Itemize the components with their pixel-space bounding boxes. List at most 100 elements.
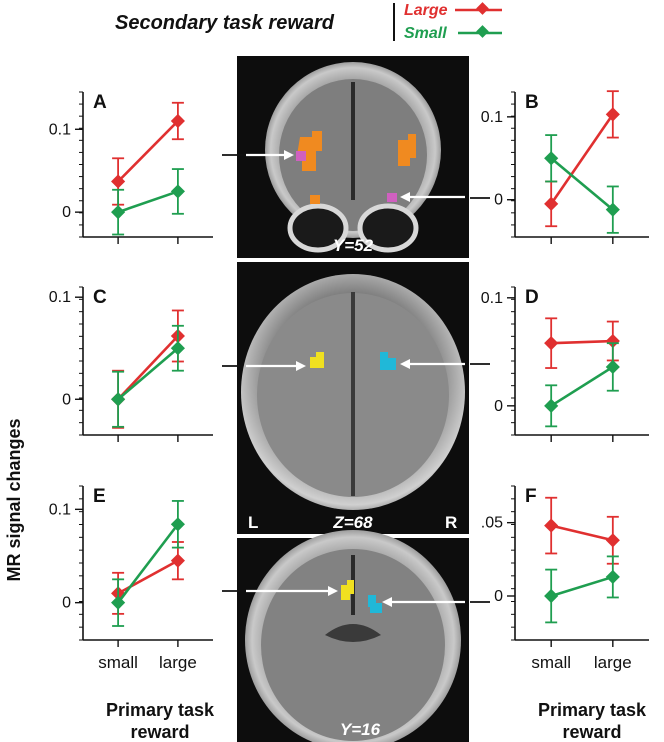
x-axis-title-left: Primary task reward [106,700,215,742]
data-point-small [605,359,620,375]
y-tick-label: 0.1 [481,290,503,307]
roi-marker-b [387,193,397,202]
data-point-small [170,341,185,356]
arrowhead-c [296,361,306,371]
data-point-large [605,533,620,548]
roi-marker-d [380,352,396,370]
panel-letter: C [93,287,107,308]
data-point-small [605,569,620,585]
y-tick-label: 0.1 [49,501,71,518]
right-orbit [357,203,419,253]
data-point-small [170,517,185,532]
series-line-large [117,120,179,183]
y-axis-title: MR signal changes [4,418,24,581]
brain-slice-z68: L Z=68 R [237,262,469,534]
x-axis-title-left-line2: reward [130,722,189,742]
series-line-large [117,335,179,401]
slice-left-label: L [248,513,258,532]
panel-letter: A [93,92,107,113]
slice-label-z68: Z=68 [332,513,373,532]
roi-marker-a [296,151,306,161]
roi-marker-e [341,580,354,600]
legend-marker-small [476,25,489,38]
data-point-large [544,336,559,351]
data-point-large [605,333,620,349]
y-tick-label: .05 [481,515,503,532]
brain-tissue [261,549,445,741]
y-tick-label: 0 [62,595,71,612]
series-line-small [117,190,179,214]
panel-c: 0.1 0 C [49,286,213,442]
activation-cluster-low [310,195,320,204]
data-point-small [111,392,126,407]
panel-letter: D [525,287,539,308]
data-point-small [111,595,126,610]
x-axis-title-right-line2: reward [562,722,621,742]
x-axis-title-right-line1: Primary task [538,700,647,720]
brain-slice-y16: Y=16 [237,530,469,742]
legend-entry-large: Large [404,2,448,19]
activation-cluster-right [398,134,416,166]
y-tick-label: 0 [62,204,71,221]
x-tick-label: small [531,653,571,672]
series-line-small [117,347,179,401]
series-line-large [550,113,614,205]
y-tick-label: 0 [62,391,71,408]
y-tick-label: 0 [494,192,503,209]
roi-arrows [222,150,490,607]
series-line-small [550,365,614,407]
slice-label-y52: Y=52 [333,236,374,255]
y-tick-label: 0.1 [481,109,503,126]
roi-marker-f [368,595,382,613]
legend: Secondary task reward Large Small [115,2,502,42]
legend-marker-large [476,2,489,15]
data-point-large [605,107,620,122]
arrowhead-b [400,192,410,202]
x-axis-title-left-line1: Primary task [106,700,215,720]
x-tick-label: large [594,653,632,672]
y-tick-label: 0.1 [49,121,71,138]
y-tick-label: 0.1 [49,289,71,306]
series-line-small [550,157,614,211]
arrowhead-f [382,597,392,607]
panel-a: 0.1 0 A [49,91,213,244]
y-tick-label: 0 [494,398,503,415]
data-point-small [605,202,620,217]
slice-label-y16: Y=16 [340,720,381,739]
y-tick-label: 0 [494,588,503,605]
data-point-small [544,151,559,166]
legend-entry-small: Small [404,25,447,42]
panel-letter: B [525,92,539,113]
data-point-small [544,588,559,604]
roi-marker-c [310,352,324,368]
data-point-small [544,398,559,413]
series-line-small [550,575,614,598]
slice-right-label: R [445,513,457,532]
series-line-large [550,524,614,542]
legend-title: Secondary task reward [115,12,335,34]
x-axis-title-right: Primary task reward [538,700,647,742]
x-tick-label: small [98,653,138,672]
data-point-small [111,205,126,220]
arrowhead-e [328,586,338,596]
panel-d: 0.1 0 D [481,286,649,442]
arrowhead-a [284,150,294,160]
data-point-large [544,518,559,533]
data-point-large [170,553,185,568]
series-line-small [117,523,179,604]
brain-slice-y52: Y=52 [237,56,469,258]
left-orbit [287,203,349,253]
panel-letter: F [525,486,537,507]
panel-letter: E [93,486,106,507]
series-line-large [551,339,613,345]
ventricles [325,624,381,642]
data-point-large [544,196,559,211]
arrowhead-d [400,359,410,369]
x-tick-label: large [159,653,197,672]
panel-b: 0.1 0 B [481,90,649,244]
data-point-small [170,184,185,199]
